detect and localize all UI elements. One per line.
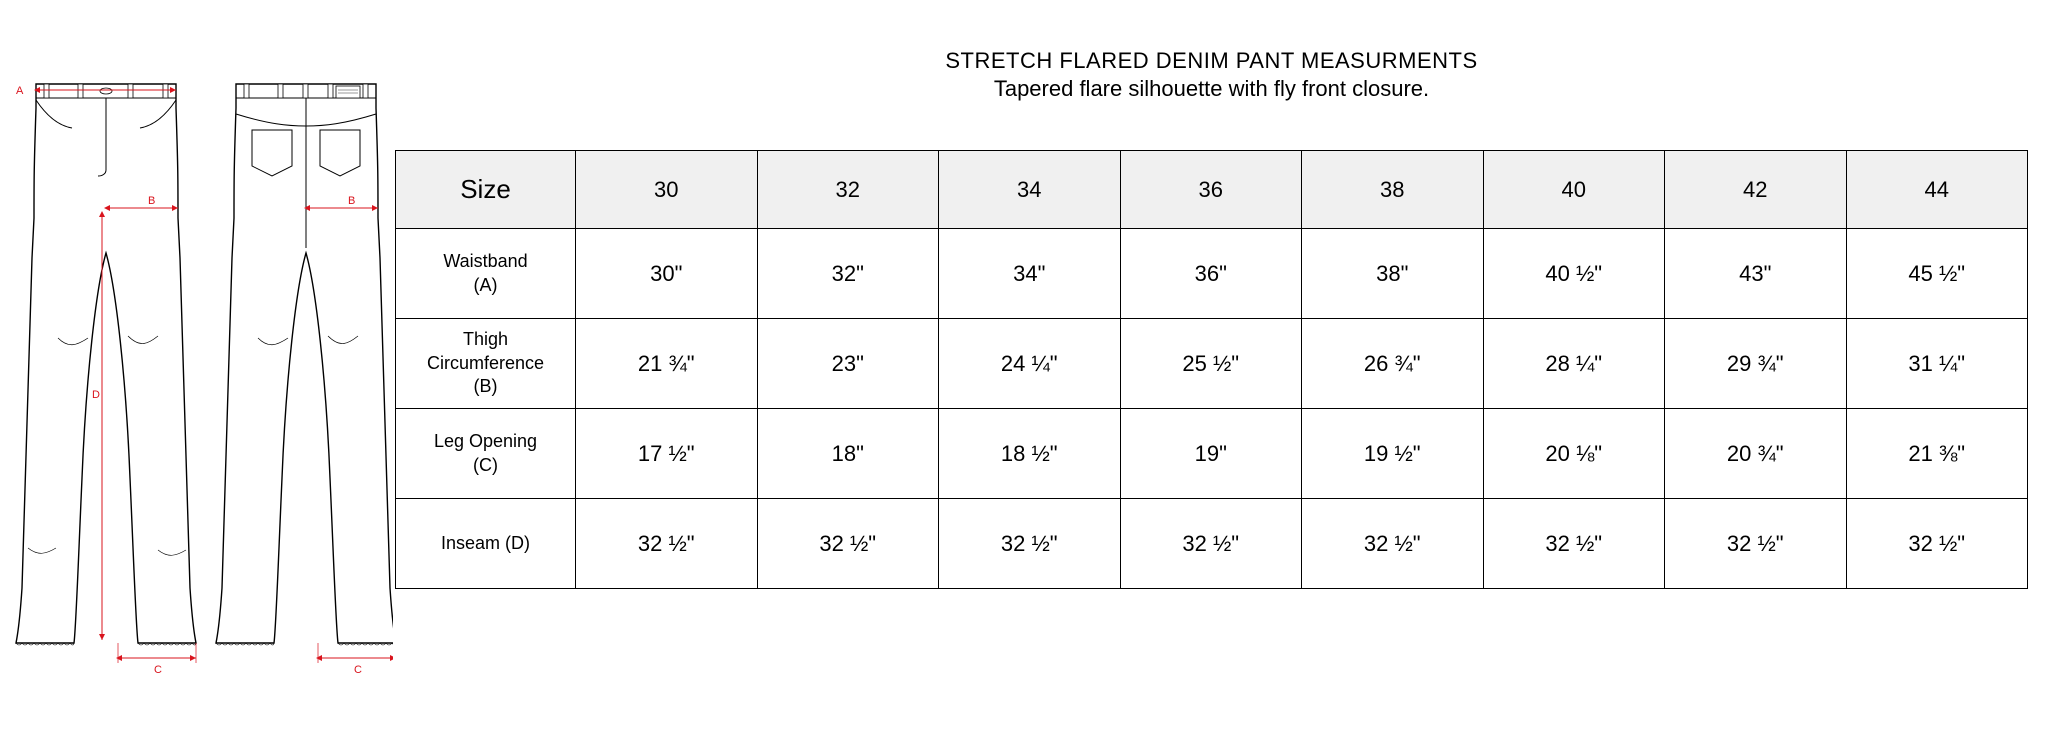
cell: 19 ½" [1302,409,1484,499]
size-table-container: Size 30 32 34 36 38 40 42 44 Waistband(A… [395,150,2028,589]
table-row: Waistband(A) 30" 32" 34" 36" 38" 40 ½" 4… [396,229,2028,319]
cell: 24 ¼" [939,319,1121,409]
size-col-header: 36 [1120,151,1302,229]
size-col-header: 32 [757,151,939,229]
size-col-header: 38 [1302,151,1484,229]
cell: 28 ¼" [1483,319,1665,409]
measure-label-c: C [154,664,162,676]
measure-label-d: D [92,389,100,401]
cell: 32 ½" [1302,499,1484,589]
table-row: Leg Opening(C) 17 ½" 18" 18 ½" 19" 19 ½"… [396,409,2028,499]
page-subtitle: Tapered flare silhouette with fly front … [395,76,2028,102]
cell: 31 ¼" [1846,319,2028,409]
cell: 32 ½" [1120,499,1302,589]
row-label: Leg Opening(C) [396,409,576,499]
cell: 23" [757,319,939,409]
cell: 25 ½" [1120,319,1302,409]
size-col-header: 40 [1483,151,1665,229]
cell: 29 ¾" [1665,319,1847,409]
measure-label-a: A [16,85,24,97]
cell: 32" [757,229,939,319]
cell: 32 ½" [1846,499,2028,589]
cell: 38" [1302,229,1484,319]
pant-front: A B D C [16,84,196,676]
measure-label-b: B [148,195,155,207]
cell: 18 ½" [939,409,1121,499]
row-label: Inseam (D) [396,499,576,589]
size-header: Size [396,151,576,229]
cell: 40 ½" [1483,229,1665,319]
table-row: ThighCircumference(B) 21 ¾" 23" 24 ¼" 25… [396,319,2028,409]
cell: 21 ¾" [576,319,758,409]
cell: 21 ⅜" [1846,409,2028,499]
cell: 32 ½" [757,499,939,589]
cell: 36" [1120,229,1302,319]
cell: 32 ½" [576,499,758,589]
cell: 19" [1120,409,1302,499]
cell: 32 ½" [939,499,1121,589]
cell: 26 ¾" [1302,319,1484,409]
cell: 32 ½" [1483,499,1665,589]
table-header-row: Size 30 32 34 36 38 40 42 44 [396,151,2028,229]
cell: 32 ½" [1665,499,1847,589]
size-table: Size 30 32 34 36 38 40 42 44 Waistband(A… [395,150,2028,589]
measure-label-c-back: C [354,664,362,676]
cell: 18" [757,409,939,499]
row-label: Waistband(A) [396,229,576,319]
page-title: STRETCH FLARED DENIM PANT MEASURMENTS [395,48,2028,74]
size-col-header: 42 [1665,151,1847,229]
cell: 20 ⅛" [1483,409,1665,499]
measure-label-b-back: B [348,195,355,207]
page-header: STRETCH FLARED DENIM PANT MEASURMENTS Ta… [395,48,2028,102]
pant-diagram: A B D C [8,78,393,718]
size-col-header: 30 [576,151,758,229]
size-col-header: 44 [1846,151,2028,229]
cell: 43" [1665,229,1847,319]
size-col-header: 34 [939,151,1121,229]
cell: 17 ½" [576,409,758,499]
row-label: ThighCircumference(B) [396,319,576,409]
cell: 20 ¾" [1665,409,1847,499]
pant-back: B C [216,84,393,676]
cell: 45 ½" [1846,229,2028,319]
cell: 34" [939,229,1121,319]
cell: 30" [576,229,758,319]
table-row: Inseam (D) 32 ½" 32 ½" 32 ½" 32 ½" 32 ½"… [396,499,2028,589]
